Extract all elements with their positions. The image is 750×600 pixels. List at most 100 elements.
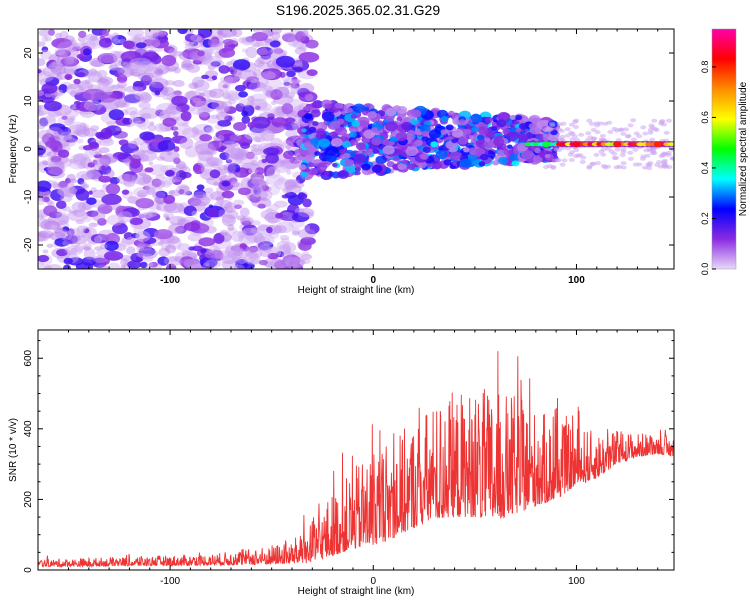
noise-blob	[152, 191, 166, 200]
noise-blob	[170, 221, 176, 227]
noise-blob	[215, 129, 236, 140]
colorbar-tick-label: 0.0	[700, 263, 710, 276]
noise-blob	[60, 57, 80, 67]
noise-blob	[233, 121, 247, 132]
snr-panel: -100 0 100 0 200 400 600 Height of straight lin…	[8, 329, 675, 597]
halo-blob	[571, 134, 578, 139]
noise-blob	[100, 165, 106, 170]
noise-blob	[77, 80, 94, 92]
noise-blob	[304, 93, 314, 101]
noise-blob	[180, 63, 195, 71]
halo-blob	[542, 165, 549, 170]
noise-blob	[68, 160, 87, 170]
band-blob	[345, 164, 357, 173]
noise-blob	[273, 48, 284, 54]
noise-blob	[100, 188, 107, 193]
noise-blob	[234, 204, 243, 210]
noise-blob	[173, 131, 179, 137]
noise-blob	[225, 205, 234, 213]
noise-blob	[140, 112, 152, 119]
noise-blob	[68, 158, 77, 164]
noise-blob	[294, 79, 302, 84]
noise-blob	[215, 104, 228, 114]
noise-blob	[223, 163, 236, 175]
noise-blob	[115, 127, 122, 132]
noise-blob	[177, 217, 184, 222]
noise-blob	[55, 49, 71, 58]
noise-blob	[76, 225, 87, 233]
band-blob	[353, 153, 367, 163]
band-blob	[321, 111, 335, 122]
band-blob	[305, 105, 313, 112]
noise-blob	[89, 125, 100, 131]
noise-blob	[98, 175, 112, 183]
noise-blob	[132, 83, 147, 92]
halo-blob	[606, 120, 613, 125]
noise-blob	[136, 64, 151, 73]
noise-blob	[222, 142, 235, 154]
halo-blob	[642, 131, 649, 136]
noise-blob	[177, 243, 191, 252]
band-blob	[509, 153, 521, 162]
noise-blob	[108, 109, 125, 121]
noise-blob	[145, 186, 156, 196]
noise-blob	[144, 184, 157, 193]
band-blob	[515, 114, 523, 121]
noise-blob	[248, 168, 258, 174]
band-blob	[334, 102, 342, 109]
noise-blob	[39, 117, 49, 127]
noise-blob	[88, 222, 98, 228]
noise-blob	[210, 114, 220, 119]
noise-blob	[197, 150, 214, 162]
noise-blob	[247, 95, 255, 102]
noise-blob	[202, 38, 213, 48]
band-blob	[316, 128, 326, 136]
noise-blob	[149, 121, 155, 126]
noise-blob	[271, 117, 289, 128]
noise-blob	[38, 29, 50, 37]
x-axis-label: Height of straight line (km)	[298, 285, 415, 296]
noise-blob	[187, 197, 202, 207]
halo-blob	[607, 129, 614, 134]
noise-blob	[129, 117, 142, 125]
noise-blob	[182, 58, 193, 69]
noise-blob	[208, 88, 225, 99]
noise-blob	[112, 56, 119, 62]
noise-blob	[101, 85, 113, 92]
band-blob	[497, 149, 504, 155]
noise-blob	[101, 29, 110, 37]
noise-blob	[219, 199, 232, 209]
noise-blob	[84, 79, 91, 85]
noise-blob	[70, 241, 80, 247]
noise-blob	[123, 232, 134, 240]
noise-blob	[158, 247, 171, 257]
halo-blob	[544, 153, 551, 158]
noise-blob	[136, 190, 148, 198]
noise-blob	[155, 174, 166, 180]
halo-blob	[614, 147, 621, 152]
noise-blob	[201, 74, 210, 80]
noise-blob	[166, 236, 181, 244]
band-blob	[422, 146, 431, 153]
noise-blob	[88, 68, 98, 76]
noise-blob	[43, 100, 62, 112]
noise-blob	[254, 243, 270, 252]
x-axis-label: Height of straight line (km)	[298, 586, 415, 597]
noise-blob	[222, 77, 238, 85]
noise-blob	[248, 81, 267, 92]
data-point	[348, 131, 357, 138]
noise-blob	[211, 100, 228, 110]
noise-blob	[304, 223, 320, 235]
noise-blob	[224, 244, 243, 254]
noise-blob	[80, 181, 87, 188]
noise-blob	[38, 58, 46, 67]
band-blob	[518, 122, 528, 130]
noise-blob	[64, 109, 79, 118]
noise-blob	[171, 95, 188, 106]
band-blob	[484, 116, 493, 124]
halo-blob	[658, 119, 665, 124]
noise-blob	[173, 90, 182, 96]
noise-blob	[149, 80, 156, 85]
noise-blob	[257, 224, 269, 232]
noise-blob	[156, 30, 167, 38]
